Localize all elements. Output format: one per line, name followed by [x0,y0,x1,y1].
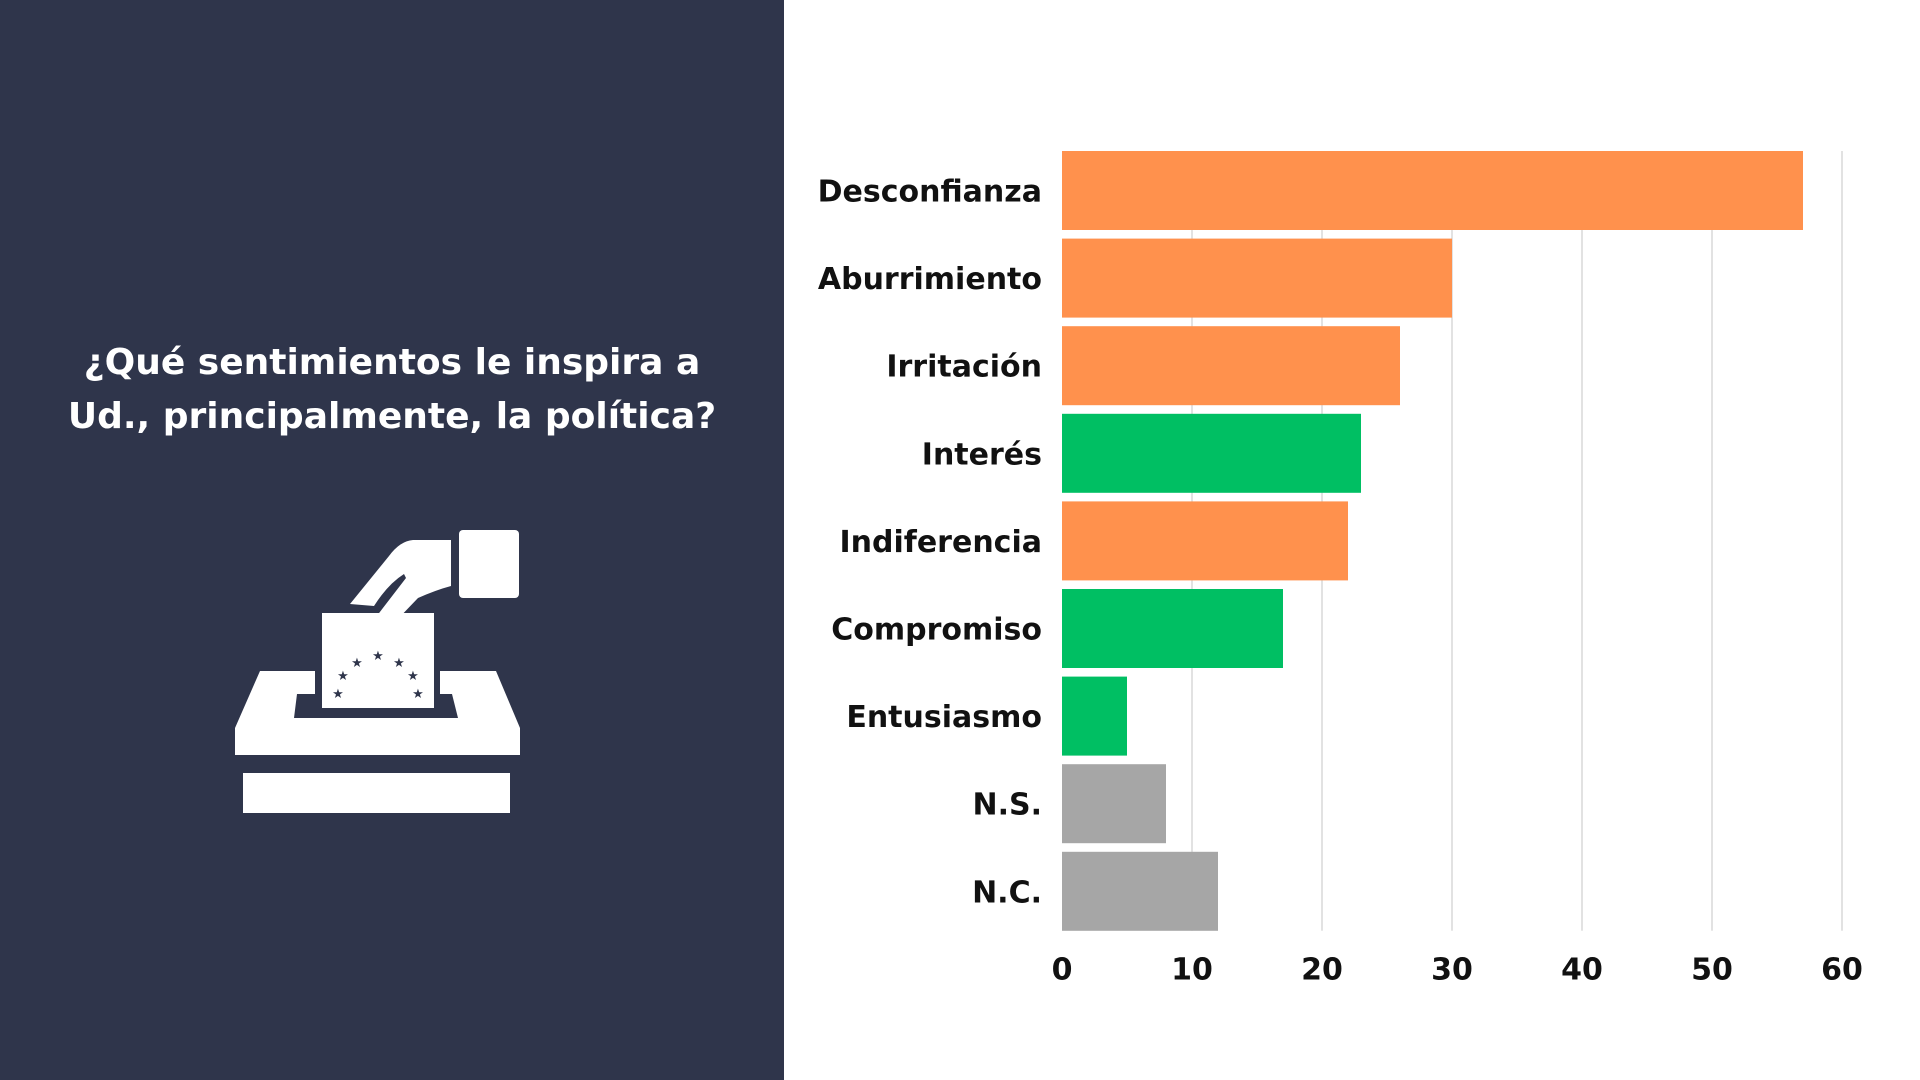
x-tick-label: 0 [1052,952,1073,987]
svg-text:★: ★ [351,656,363,671]
category-label: Compromiso [831,613,1042,648]
bar-indiferencia [1062,501,1348,581]
x-tick-label: 30 [1431,952,1473,987]
bar-interés [1062,413,1361,493]
bar-aburrimiento [1062,238,1452,318]
bar-n-c- [1062,851,1218,931]
left-panel: ¿Qué sentimientos le inspira a Ud., prin… [0,0,784,1080]
svg-text:★: ★ [393,656,405,671]
x-tick-label: 40 [1561,952,1603,987]
category-label: N.C. [972,875,1042,910]
x-tick-label: 20 [1301,952,1343,987]
bar-compromiso [1062,589,1283,668]
bar-desconfianza [1062,151,1803,230]
category-label: Entusiasmo [846,700,1042,735]
bar-irritación [1062,326,1400,406]
category-label: Desconfianza [818,175,1042,210]
svg-text:★: ★ [372,649,384,664]
bar-n-s- [1062,764,1166,844]
x-tick-label: 60 [1821,952,1863,987]
question-title: ¿Qué sentimientos le inspira a Ud., prin… [67,342,717,437]
category-label: Interés [922,437,1042,472]
x-axis-ticks: 0 10 20 30 40 50 60 [1052,952,1863,987]
svg-text:★: ★ [337,669,349,684]
bar-entusiasmo [1062,676,1127,756]
svg-text:★: ★ [412,687,424,702]
category-label: Irritación [886,350,1042,385]
bars [1062,151,1803,931]
ballot-box-icon: ★ ★ ★ ★ ★ ★ ★ [235,530,520,813]
category-label: N.S. [972,788,1042,823]
x-tick-label: 50 [1691,952,1733,987]
category-label: Aburrimiento [818,262,1042,297]
category-labels: Desconfianza Aburrimiento Irritación Interé… [818,175,1042,911]
category-label: Indiferencia [840,525,1043,560]
x-tick-label: 10 [1171,952,1213,987]
svg-text:★: ★ [332,687,344,702]
svg-text:★: ★ [407,669,419,684]
bar-chart: Desconfianza Aburrimiento Irritación Interé… [818,151,1863,987]
